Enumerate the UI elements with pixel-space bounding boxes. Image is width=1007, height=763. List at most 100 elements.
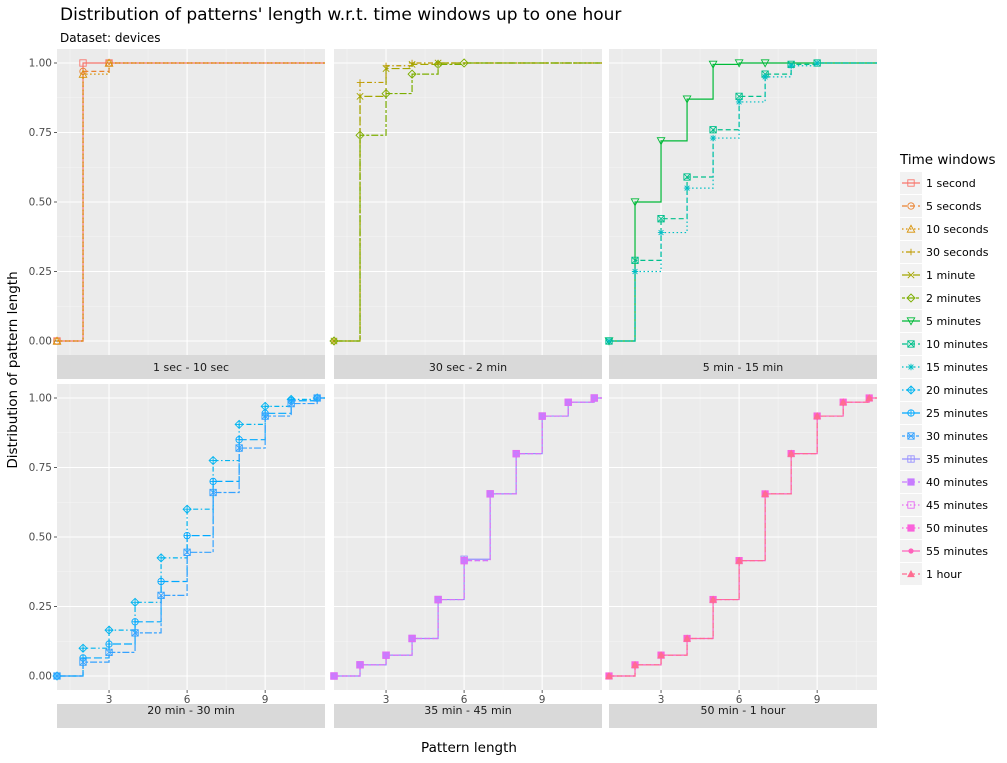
x-tick-label: 3 (106, 694, 113, 706)
y-tick-label: 0.75 (29, 127, 52, 139)
data-point (434, 595, 442, 604)
legend-item: 10 minutes (900, 333, 996, 356)
data-point (313, 394, 321, 402)
legend-item: 55 minutes (900, 540, 996, 563)
legend-marker (907, 455, 915, 463)
legend-marker (906, 293, 916, 303)
legend-item: 20 minutes (900, 379, 996, 402)
data-point (408, 60, 416, 68)
legend-marker (907, 248, 915, 256)
legend-marker (907, 478, 915, 486)
facet-strip (334, 704, 602, 728)
data-point (709, 595, 717, 603)
data-point (235, 444, 243, 452)
x-tick-label: 9 (262, 694, 269, 706)
legend-label: 45 minutes (926, 499, 989, 512)
legend-marker (906, 317, 916, 326)
data-point (865, 393, 874, 402)
data-point (735, 98, 743, 106)
data-point (104, 58, 114, 67)
facet-panel: 1 sec - 10 sec 0.00 0.25 0.50 0.75 1.00 (29, 49, 325, 379)
series-line (609, 62, 877, 342)
legend-item: 30 minutes (900, 425, 996, 448)
data-point (761, 489, 769, 498)
y-tick-label: 0.25 (29, 266, 52, 278)
data-point (382, 65, 390, 73)
series-line (57, 397, 325, 677)
data-point (131, 618, 139, 626)
legend-title: Time windows (900, 152, 996, 168)
y-tick-label: 0.25 (29, 601, 52, 613)
facet-label: 50 min - 1 hour (701, 704, 786, 717)
legend-key (900, 471, 922, 493)
legend-item: 40 minutes (900, 471, 996, 494)
data-point (78, 69, 88, 78)
data-point (130, 597, 140, 607)
legend-key (900, 333, 922, 355)
facet-panel: 50 min - 1 hour 3 6 9 (605, 384, 877, 728)
y-tick-label: 1.00 (29, 58, 52, 70)
data-point (734, 59, 744, 68)
legend-item: 2 minutes (900, 287, 996, 310)
legend-label: 5 minutes (926, 315, 982, 328)
data-point (657, 651, 665, 659)
series-2-minutes (329, 58, 602, 346)
series-line (57, 397, 325, 677)
data-point (605, 671, 613, 680)
facet-strip (609, 704, 877, 728)
legend-item: 1 second (900, 172, 996, 195)
legend-marker (907, 432, 915, 440)
data-point (382, 651, 390, 659)
data-point (381, 88, 391, 99)
legend-label: 10 seconds (926, 223, 989, 236)
data-point (78, 643, 88, 653)
legend-item: 5 minutes (900, 310, 996, 333)
legend-marker (907, 179, 915, 187)
data-point (683, 184, 691, 192)
legend-item: 10 seconds (900, 218, 996, 241)
chart-subtitle: Dataset: devices (60, 31, 161, 45)
data-point (355, 130, 365, 140)
x-tick-label: 6 (184, 694, 191, 706)
data-point (590, 394, 598, 402)
data-point (682, 95, 692, 104)
legend-label: 25 minutes (926, 407, 989, 420)
legend-item: 45 minutes (900, 494, 996, 517)
facet-panel: 30 sec - 2 min (329, 49, 602, 379)
data-point (460, 556, 468, 565)
data-point (631, 256, 639, 265)
facet-label: 5 min - 15 min (703, 361, 783, 374)
data-point (630, 198, 640, 207)
data-point (605, 337, 613, 345)
data-point (434, 59, 442, 67)
data-point (157, 591, 165, 600)
legend-label: 1 second (926, 177, 976, 190)
facet-panel: 35 min - 45 min 3 6 9 (330, 384, 602, 728)
legend-label: 35 minutes (926, 453, 989, 466)
x-tick-label: 9 (814, 694, 821, 706)
data-point (656, 137, 666, 146)
data-point (657, 229, 665, 236)
legend-key (900, 241, 922, 263)
legend-label: 2 minutes (926, 292, 982, 305)
legend-item: 1 hour (900, 563, 996, 586)
data-point (761, 73, 769, 81)
legend-key (900, 563, 922, 585)
legend-marker (907, 340, 915, 348)
legend-key (900, 264, 922, 286)
data-point (407, 69, 417, 79)
legend-item: 35 minutes (900, 448, 996, 471)
y-tick-label: 0.00 (29, 336, 52, 348)
facet-label: 30 sec - 2 min (429, 361, 507, 374)
legend-item: 50 minutes (900, 517, 996, 540)
data-point (709, 134, 717, 142)
data-point (182, 504, 192, 514)
data-point (183, 548, 191, 556)
series-45-minutes (330, 394, 602, 680)
data-point (657, 215, 665, 223)
data-point (708, 60, 718, 70)
data-point (839, 398, 848, 406)
data-point (813, 59, 821, 67)
data-point (105, 640, 113, 648)
